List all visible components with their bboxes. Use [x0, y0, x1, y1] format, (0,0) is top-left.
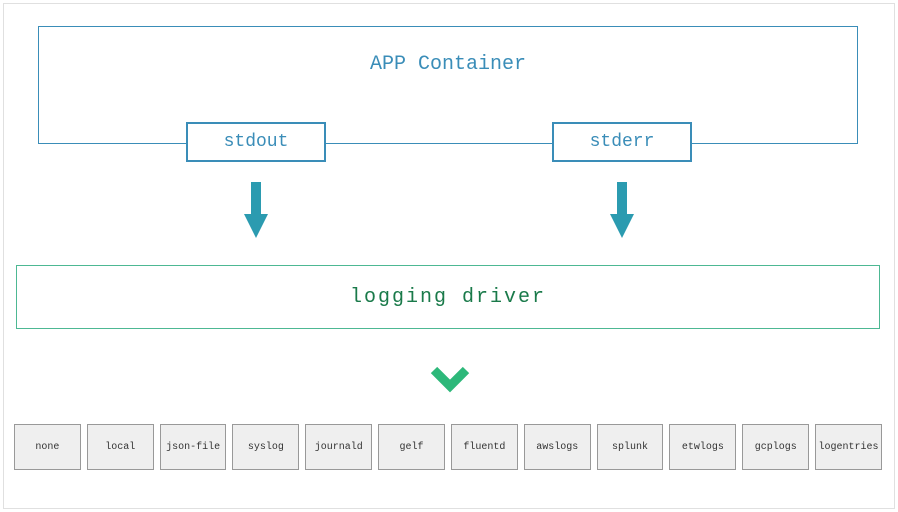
app-container-box: APP Container: [38, 26, 858, 144]
stdout-label: stdout: [224, 132, 289, 152]
driver-box: fluentd: [451, 424, 518, 470]
driver-label: fluentd: [463, 442, 505, 453]
chevron-down-icon: [430, 366, 470, 394]
logging-driver-box: logging driver: [16, 265, 880, 329]
driver-label: awslogs: [536, 442, 578, 453]
driver-box: awslogs: [524, 424, 591, 470]
driver-box: local: [87, 424, 154, 470]
stderr-box: stderr: [552, 122, 692, 162]
driver-label: logentries: [819, 442, 879, 453]
driver-box: journald: [305, 424, 372, 470]
driver-box: splunk: [597, 424, 664, 470]
arrow-down-icon: [610, 182, 634, 240]
driver-box: none: [14, 424, 81, 470]
stderr-label: stderr: [590, 132, 655, 152]
driver-label: splunk: [612, 442, 648, 453]
app-container-label: APP Container: [370, 53, 526, 76]
driver-label: gcplogs: [755, 442, 797, 453]
driver-label: local: [105, 442, 135, 453]
driver-label: syslog: [248, 442, 284, 453]
stdout-box: stdout: [186, 122, 326, 162]
drivers-row: none local json-file syslog journald gelf flue…: [14, 424, 882, 470]
driver-box: etwlogs: [669, 424, 736, 470]
driver-box: syslog: [232, 424, 299, 470]
arrow-down-icon: [244, 182, 268, 240]
logging-driver-label: logging driver: [350, 286, 546, 309]
driver-box: json-file: [160, 424, 227, 470]
driver-box: gelf: [378, 424, 445, 470]
driver-box: logentries: [815, 424, 882, 470]
driver-label: gelf: [400, 442, 424, 453]
driver-label: json-file: [166, 442, 220, 453]
driver-label: journald: [315, 442, 363, 453]
driver-label: etwlogs: [682, 442, 724, 453]
driver-box: gcplogs: [742, 424, 809, 470]
driver-label: none: [35, 442, 59, 453]
